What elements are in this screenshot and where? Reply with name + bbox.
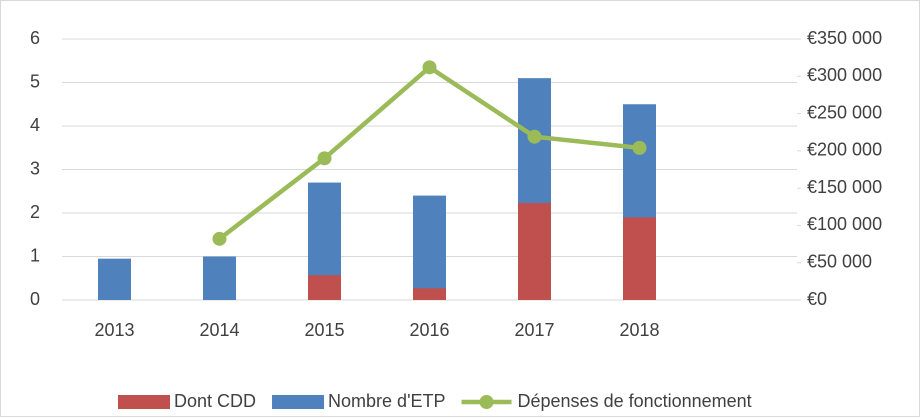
legend-swatch [272,395,325,409]
bar [203,256,236,300]
y2-tick-label: €50 000 [807,251,872,271]
y2-tick-label: €300 000 [807,65,882,85]
y-tick-label: 5 [30,71,40,91]
y2-tick-label: €150 000 [807,177,882,197]
x-tick-label: 2018 [619,320,659,340]
bar [413,195,446,300]
y-tick-label: 3 [30,158,40,178]
y-tick-label: 6 [30,28,40,48]
x-tick-label: 2013 [94,320,134,340]
x-tick-label: 2017 [514,320,554,340]
line-marker [527,129,542,144]
line-marker [212,231,227,246]
bar [98,258,131,300]
bar [623,217,656,300]
legend-label: Nombre d'ETP [328,391,445,411]
y2-tick-label: €200 000 [807,140,882,160]
y-tick-label: 2 [30,202,40,222]
line-marker [422,60,437,75]
legend-label: Dont CDD [174,391,256,411]
y2-tick-label: €0 [807,289,827,309]
x-tick-label: 2014 [199,320,239,340]
x-tick-label: 2015 [304,320,344,340]
y2-tick-label: €250 000 [807,102,882,122]
y-tick-label: 0 [30,289,40,309]
y2-tick-label: €100 000 [807,214,882,234]
bar [413,288,446,300]
line-marker [317,151,332,166]
bar [308,275,341,300]
legend-swatch [118,395,170,409]
line-marker [632,140,647,155]
legend-label: Dépenses de fonctionnement [518,391,752,411]
y-tick-label: 1 [30,245,40,265]
bar [518,202,551,300]
y-tick-label: 4 [30,115,40,135]
y2-tick-label: €350 000 [807,28,882,48]
x-tick-label: 2016 [409,320,449,340]
legend-swatch [479,395,494,409]
